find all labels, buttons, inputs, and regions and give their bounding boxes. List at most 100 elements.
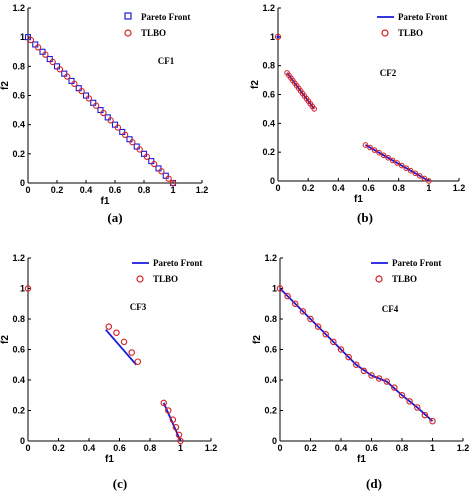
tlbo-point bbox=[403, 165, 410, 171]
legend-tlbo-swatch bbox=[375, 275, 383, 283]
tlbo-point bbox=[380, 152, 387, 159]
x-tick-label: 1 bbox=[170, 185, 175, 195]
legend: Pareto Front TLBO bbox=[377, 12, 447, 38]
tlbo-point bbox=[49, 58, 56, 66]
x-tick-label: 0.4 bbox=[332, 183, 345, 193]
pareto-front-line bbox=[279, 287, 434, 422]
pareto-front-line bbox=[365, 144, 430, 182]
chart-panel-4: 0 0.2 0.4 0.6 0.8 1 1.2 0 0.2 0.4 0.6 0.8 1 1.2 f1 f2 CF… bbox=[252, 253, 469, 491]
tlbo-point bbox=[284, 292, 291, 300]
y-tick-label: 0.4 bbox=[264, 375, 277, 385]
legend-label: TLBO bbox=[398, 28, 423, 38]
pareto-front-line bbox=[105, 329, 137, 366]
x-tick-label: 0.4 bbox=[335, 443, 348, 453]
tlbo-point bbox=[385, 155, 391, 161]
tlbo-point bbox=[24, 285, 32, 292]
x-tick-label: 0.6 bbox=[362, 183, 375, 193]
y-tick-label: 0.4 bbox=[12, 120, 25, 130]
y-tick-label: 1 bbox=[20, 32, 25, 42]
y-tick-label: 0.8 bbox=[12, 314, 25, 324]
y-tick-label: 0 bbox=[20, 178, 25, 188]
legend-tlbo-swatch bbox=[136, 275, 144, 283]
tlbo-point bbox=[165, 407, 172, 414]
tlbo-point bbox=[78, 87, 85, 95]
y-tick-label: 1.2 bbox=[12, 3, 25, 13]
y-axis-label: f2 bbox=[250, 80, 261, 89]
x-tick-label: 0 bbox=[277, 443, 282, 453]
tlbo-point bbox=[383, 378, 390, 385]
y-tick-label: 0.6 bbox=[12, 345, 25, 355]
x-tick-label: 1.2 bbox=[453, 183, 466, 193]
tlbo-point bbox=[398, 391, 406, 399]
tlbo-point bbox=[42, 51, 49, 58]
x-tick-label: 1 bbox=[178, 443, 183, 453]
tlbo-point bbox=[107, 117, 114, 124]
tlbo-point bbox=[172, 424, 180, 431]
tlbo-point bbox=[274, 33, 282, 40]
tlbo-point bbox=[416, 173, 423, 179]
tlbo-point bbox=[56, 66, 64, 73]
tlbo-point bbox=[307, 315, 314, 323]
tlbo-point bbox=[421, 175, 428, 182]
legend: Pareto Front TLBO bbox=[132, 258, 202, 284]
y-tick-label: 0.2 bbox=[262, 147, 275, 157]
tlbo-point bbox=[426, 178, 432, 184]
tlbo-point bbox=[299, 308, 307, 315]
tlbo-point bbox=[100, 109, 107, 117]
chart-title: CF3 bbox=[130, 302, 147, 312]
pareto-point bbox=[276, 35, 280, 39]
panel-caption: (a) bbox=[107, 210, 122, 225]
tlbo-point bbox=[311, 106, 318, 112]
x-tick-label: 0.2 bbox=[304, 443, 317, 453]
y-tick-label: 0.2 bbox=[264, 406, 277, 416]
y-tick-label: 1 bbox=[272, 284, 277, 294]
legend-label: Pareto Front bbox=[153, 258, 202, 268]
x-tick-label: 0.8 bbox=[138, 185, 151, 195]
y-tick-label: 0.6 bbox=[12, 91, 25, 101]
tlbo-point bbox=[175, 431, 183, 439]
x-tick-label: 0.6 bbox=[365, 443, 378, 453]
tlbo-point bbox=[134, 358, 142, 365]
tlbo-point bbox=[314, 323, 322, 330]
tlbo-point bbox=[93, 102, 100, 109]
x-axis-label: f1 bbox=[354, 194, 363, 205]
chart-panel-3: 0 0.2 0.4 0.6 0.8 1 1.2 0 0.2 0.4 0.6 0.8 1 1.2 f1 f2 CF… bbox=[0, 253, 217, 491]
panel-caption: (b) bbox=[357, 210, 373, 225]
tlbo-point bbox=[276, 285, 284, 292]
tlbo-point bbox=[129, 139, 136, 146]
x-tick-label: 0 bbox=[275, 183, 280, 193]
legend-label: TLBO bbox=[141, 28, 166, 38]
y-tick-label: 0.6 bbox=[264, 345, 277, 355]
tlbo-point bbox=[160, 399, 167, 407]
tlbo-point bbox=[352, 361, 360, 368]
tlbo-point bbox=[389, 157, 396, 164]
panel-caption: (c) bbox=[113, 476, 127, 491]
tlbo-point bbox=[337, 346, 345, 353]
legend-tlbo-swatch bbox=[124, 29, 132, 37]
y-axis-label: f2 bbox=[0, 81, 11, 90]
chart-title: CF4 bbox=[382, 304, 399, 314]
tlbo-point bbox=[394, 160, 400, 166]
tlbo-point bbox=[291, 300, 299, 307]
x-tick-label: 0 bbox=[25, 443, 30, 453]
x-tick-label: 0.2 bbox=[51, 185, 64, 195]
y-tick-label: 0 bbox=[272, 436, 277, 446]
legend-label: Pareto Front bbox=[392, 258, 441, 268]
y-axis-label: f2 bbox=[252, 335, 263, 344]
y-tick-label: 0.4 bbox=[262, 118, 275, 128]
tlbo-point bbox=[64, 73, 71, 80]
tlbo-point bbox=[345, 353, 352, 361]
tlbo-point bbox=[165, 175, 172, 182]
legend-label: Pareto Front bbox=[398, 12, 447, 22]
y-tick-label: 0.8 bbox=[264, 314, 277, 324]
x-tick-label: 1 bbox=[430, 443, 435, 453]
tlbo-point bbox=[27, 36, 35, 44]
panel-caption: (d) bbox=[366, 476, 382, 491]
pareto-front-line bbox=[286, 72, 315, 110]
tlbo-point bbox=[421, 411, 429, 419]
x-tick-label: 1.2 bbox=[196, 185, 209, 195]
legend-label: Pareto Front bbox=[141, 12, 190, 22]
y-axis-label: f2 bbox=[0, 335, 11, 344]
tlbo-point bbox=[391, 384, 398, 391]
x-tick-label: 0.2 bbox=[52, 443, 65, 453]
